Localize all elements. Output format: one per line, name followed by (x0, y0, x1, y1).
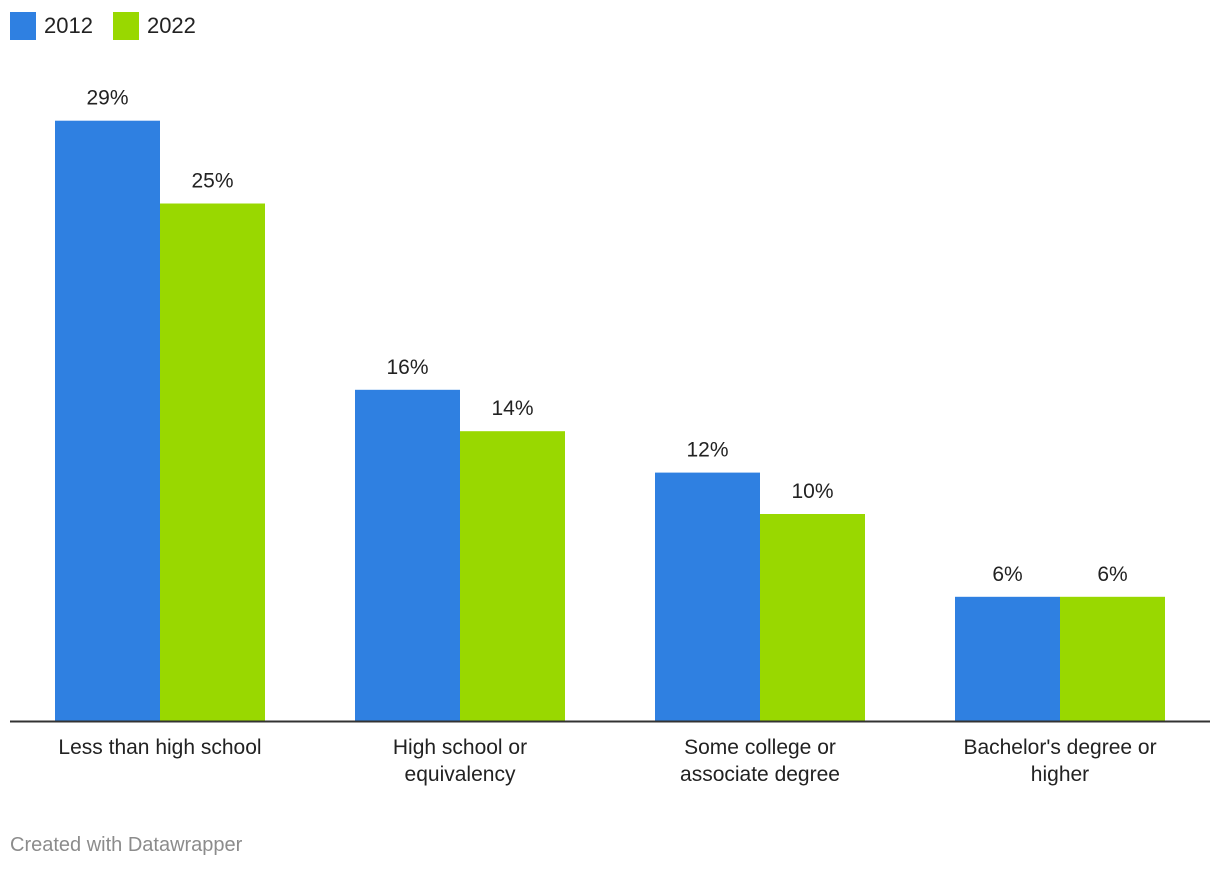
bar-2022-2 (760, 514, 865, 721)
bar-2012-2 (655, 472, 760, 721)
legend-label-2022: 2022 (146, 13, 196, 38)
legend-item-2022: 2022 (112, 12, 196, 40)
category-label-3-line-1: higher (1031, 763, 1089, 786)
value-label-2012-1: 16% (386, 356, 428, 379)
value-label-2022-3: 6% (1097, 563, 1127, 586)
legend-swatch-2012 (10, 12, 36, 40)
category-label-1-line-0: High school or (393, 736, 527, 759)
category-label-2-line-1: associate degree (680, 763, 840, 786)
legend-item-2012: 2012 (10, 12, 93, 40)
legend-label-2012: 2012 (44, 13, 93, 38)
category-label-3-line-0: Bachelor's degree or (963, 736, 1156, 759)
bar-2022-1 (460, 431, 565, 721)
legend-swatch-2022 (112, 12, 139, 40)
bar-2022-3 (1060, 596, 1165, 721)
value-label-2012-2: 12% (686, 439, 728, 462)
bar-2022-0 (160, 203, 265, 721)
value-label-2012-0: 29% (86, 87, 128, 110)
footer-credit: Created with Datawrapper (10, 834, 243, 856)
value-label-2022-0: 25% (191, 170, 233, 193)
chart-legend: 2012 2022 (10, 12, 216, 40)
category-label-1-line-1: equivalency (405, 763, 516, 786)
bar-2012-1 (355, 389, 460, 721)
bar-2012-0 (55, 120, 160, 721)
category-label-0-line-0: Less than high school (58, 736, 261, 759)
value-label-2022-2: 10% (791, 480, 833, 503)
bar-2012-3 (955, 596, 1060, 721)
value-label-2022-1: 14% (491, 397, 533, 420)
value-label-2012-3: 6% (992, 563, 1022, 586)
category-label-2-line-0: Some college or (684, 736, 836, 759)
